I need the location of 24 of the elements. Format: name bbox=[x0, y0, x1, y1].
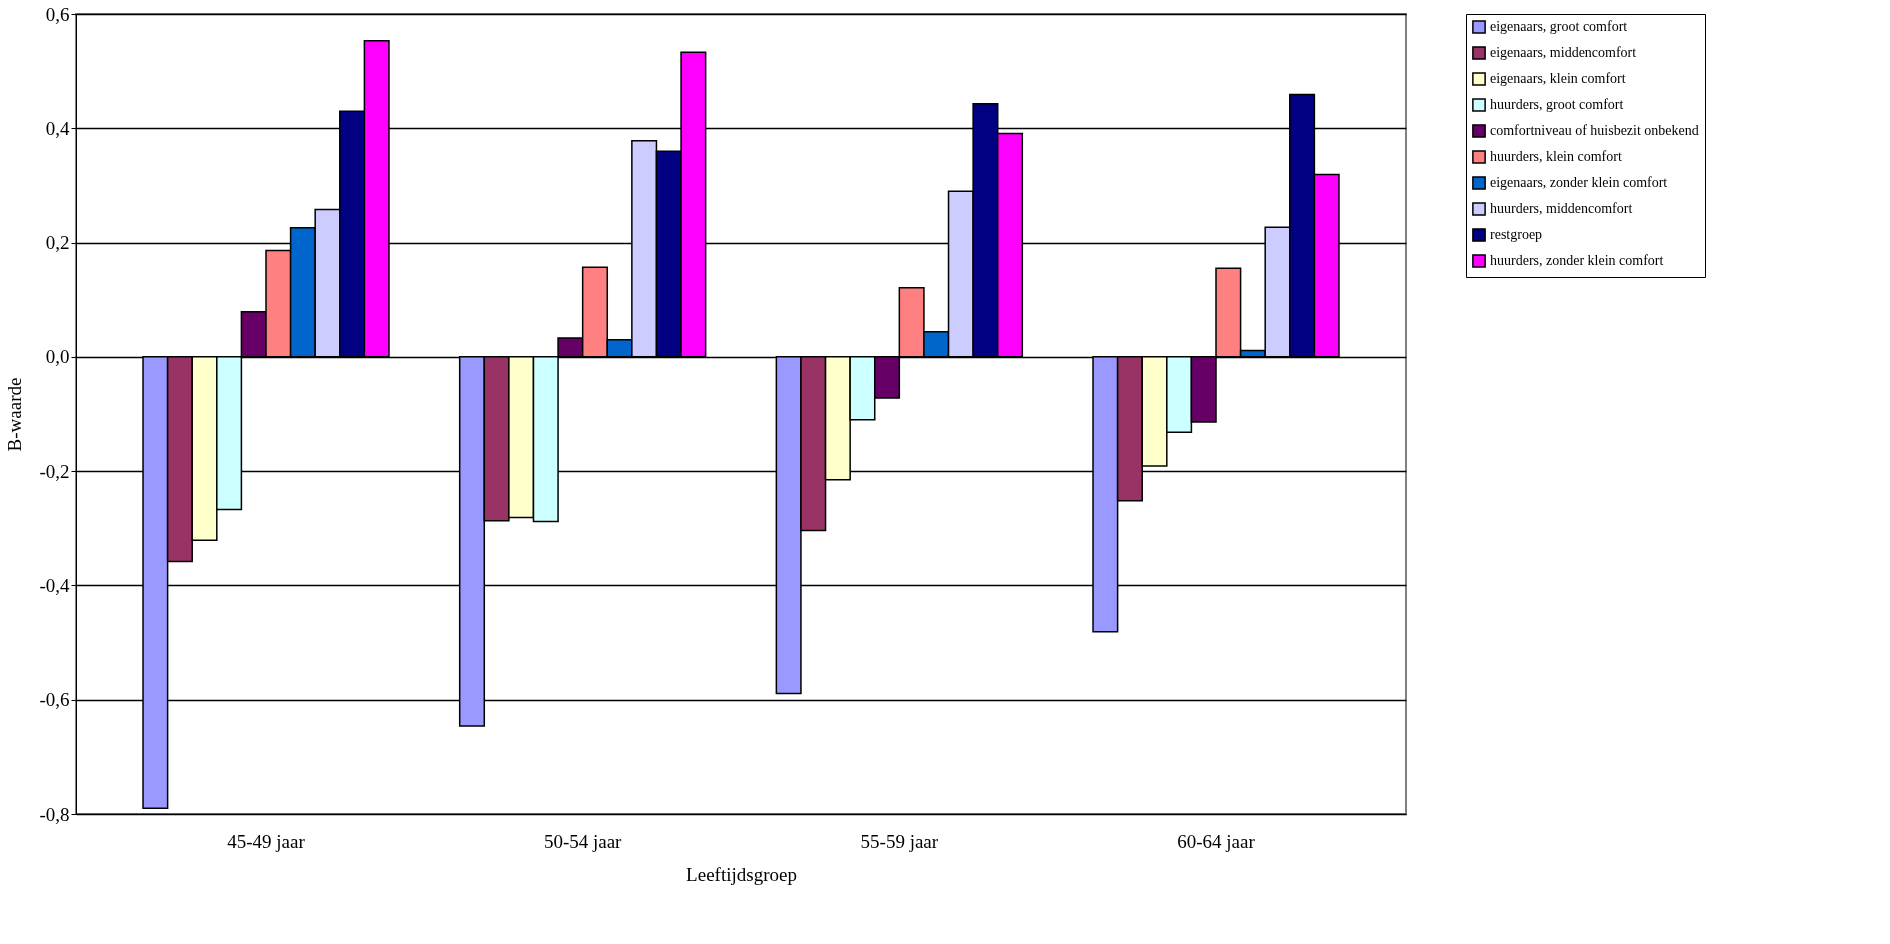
legend-label: huurders, klein comfort bbox=[1490, 149, 1622, 164]
x-tick-label: 50-54 jaar bbox=[543, 830, 623, 852]
y-tick-label: -0,2 bbox=[39, 460, 70, 482]
x-tick-label: 60-64 jaar bbox=[1177, 830, 1256, 852]
y-tick-label: 0,6 bbox=[45, 3, 70, 25]
legend-label: restgroep bbox=[1490, 227, 1543, 242]
y-tick-label: -0,4 bbox=[39, 574, 70, 596]
legend-label: eigenaars, middencomfort bbox=[1490, 45, 1637, 60]
legend-label: huurders, middencomfort bbox=[1490, 201, 1633, 216]
legend-label: eigenaars, zonder klein comfort bbox=[1490, 175, 1668, 190]
y-axis-title: B-waarde bbox=[4, 377, 26, 452]
legend-label: huurders, zonder klein comfort bbox=[1490, 253, 1664, 268]
x-tick-label: 45-49 jaar bbox=[227, 830, 306, 852]
y-tick-label: 0,0 bbox=[45, 346, 70, 368]
x-tick-label: 55-59 jaar bbox=[860, 830, 939, 852]
y-tick-label: 0,4 bbox=[45, 117, 70, 139]
legend-label: huurders, groot comfort bbox=[1490, 97, 1624, 112]
x-axis-title: Leeftijdsgroep bbox=[686, 863, 797, 885]
legend-label: eigenaars, klein comfort bbox=[1490, 71, 1626, 86]
legend-label: comfortniveau of huisbezit onbekend bbox=[1490, 123, 1699, 138]
legend-label: eigenaars, groot comfort bbox=[1490, 19, 1628, 34]
y-tick-label: -0,8 bbox=[39, 803, 70, 825]
y-tick-label: -0,6 bbox=[39, 689, 70, 711]
y-tick-label: 0,2 bbox=[45, 232, 70, 254]
